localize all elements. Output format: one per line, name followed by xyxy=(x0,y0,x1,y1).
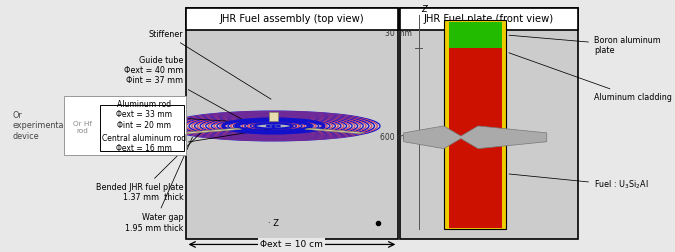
Ellipse shape xyxy=(165,111,382,141)
Ellipse shape xyxy=(254,123,292,129)
Text: Or
experimental
device: Or experimental device xyxy=(12,111,66,141)
Text: Aluminum cladding: Aluminum cladding xyxy=(509,53,672,102)
Bar xyxy=(186,8,398,239)
Text: Aluminum rod
Φext = 33 mm
Φint = 20 mm: Aluminum rod Φext = 33 mm Φint = 20 mm xyxy=(116,100,171,130)
Bar xyxy=(449,22,502,48)
Text: Boron aluminum
plate: Boron aluminum plate xyxy=(509,35,661,55)
Text: Water gap
1.95 mm thick: Water gap 1.95 mm thick xyxy=(126,137,192,233)
Text: Guide tube
Φext = 40 mm
Φint = 37 mm: Guide tube Φext = 40 mm Φint = 37 mm xyxy=(124,56,245,121)
Bar xyxy=(449,48,502,228)
Polygon shape xyxy=(269,112,278,120)
Bar xyxy=(400,8,578,239)
Text: · Z: · Z xyxy=(268,218,279,228)
Bar xyxy=(100,105,184,151)
Polygon shape xyxy=(305,128,365,134)
Text: Z: Z xyxy=(421,5,427,14)
Text: Or Hf
rod: Or Hf rod xyxy=(73,121,92,134)
Polygon shape xyxy=(404,126,547,149)
Text: Stiffener: Stiffener xyxy=(149,29,271,99)
Bar xyxy=(400,8,578,30)
Bar xyxy=(64,96,186,155)
Text: Φext = 10 cm: Φext = 10 cm xyxy=(261,240,323,249)
Text: 30 mm: 30 mm xyxy=(385,29,412,38)
Text: Bended JHR fuel plate
1.37 mm  thick: Bended JHR fuel plate 1.37 mm thick xyxy=(96,133,201,202)
Text: 600 mm: 600 mm xyxy=(380,133,412,142)
Bar xyxy=(444,20,506,229)
Text: Central aluminum rod
Φext = 16 mm: Central aluminum rod Φext = 16 mm xyxy=(102,134,186,153)
Ellipse shape xyxy=(267,125,280,127)
Text: JHR Fuel assembly (top view): JHR Fuel assembly (top view) xyxy=(219,14,364,24)
Text: JHR Fuel plate (front view): JHR Fuel plate (front view) xyxy=(424,14,554,24)
Text: Fuel : U$_3$Si$_2$Al: Fuel : U$_3$Si$_2$Al xyxy=(509,174,649,192)
Bar xyxy=(186,8,398,30)
Polygon shape xyxy=(182,128,242,134)
